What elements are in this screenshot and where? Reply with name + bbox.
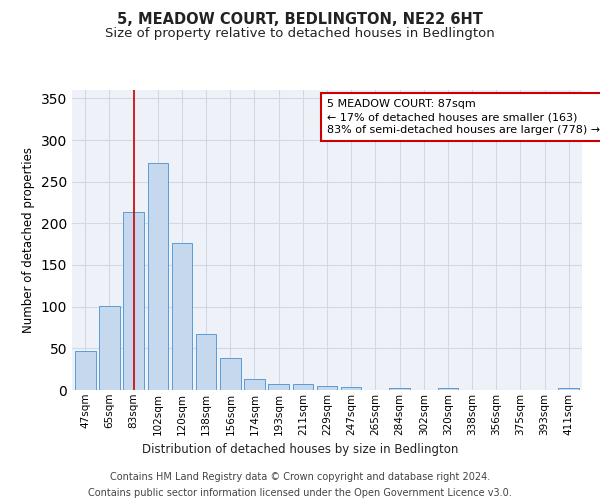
Bar xyxy=(293,384,313,390)
Bar xyxy=(341,386,361,390)
Text: Size of property relative to detached houses in Bedlington: Size of property relative to detached ho… xyxy=(105,28,495,40)
Text: 5 MEADOW COURT: 87sqm
← 17% of detached houses are smaller (163)
83% of semi-det: 5 MEADOW COURT: 87sqm ← 17% of detached … xyxy=(327,99,600,136)
Text: Contains HM Land Registry data © Crown copyright and database right 2024.: Contains HM Land Registry data © Crown c… xyxy=(110,472,490,482)
Bar xyxy=(389,388,410,390)
Bar xyxy=(268,384,289,390)
Bar xyxy=(220,358,241,390)
Text: 5, MEADOW COURT, BEDLINGTON, NE22 6HT: 5, MEADOW COURT, BEDLINGTON, NE22 6HT xyxy=(117,12,483,28)
Bar xyxy=(437,388,458,390)
Bar xyxy=(172,244,192,390)
Bar xyxy=(75,351,95,390)
Bar xyxy=(148,164,168,390)
Text: Contains public sector information licensed under the Open Government Licence v3: Contains public sector information licen… xyxy=(88,488,512,498)
Bar xyxy=(124,212,144,390)
Bar xyxy=(559,388,579,390)
Text: Distribution of detached houses by size in Bedlington: Distribution of detached houses by size … xyxy=(142,442,458,456)
Y-axis label: Number of detached properties: Number of detached properties xyxy=(22,147,35,333)
Bar xyxy=(317,386,337,390)
Bar xyxy=(244,379,265,390)
Bar xyxy=(196,334,217,390)
Bar xyxy=(99,306,120,390)
